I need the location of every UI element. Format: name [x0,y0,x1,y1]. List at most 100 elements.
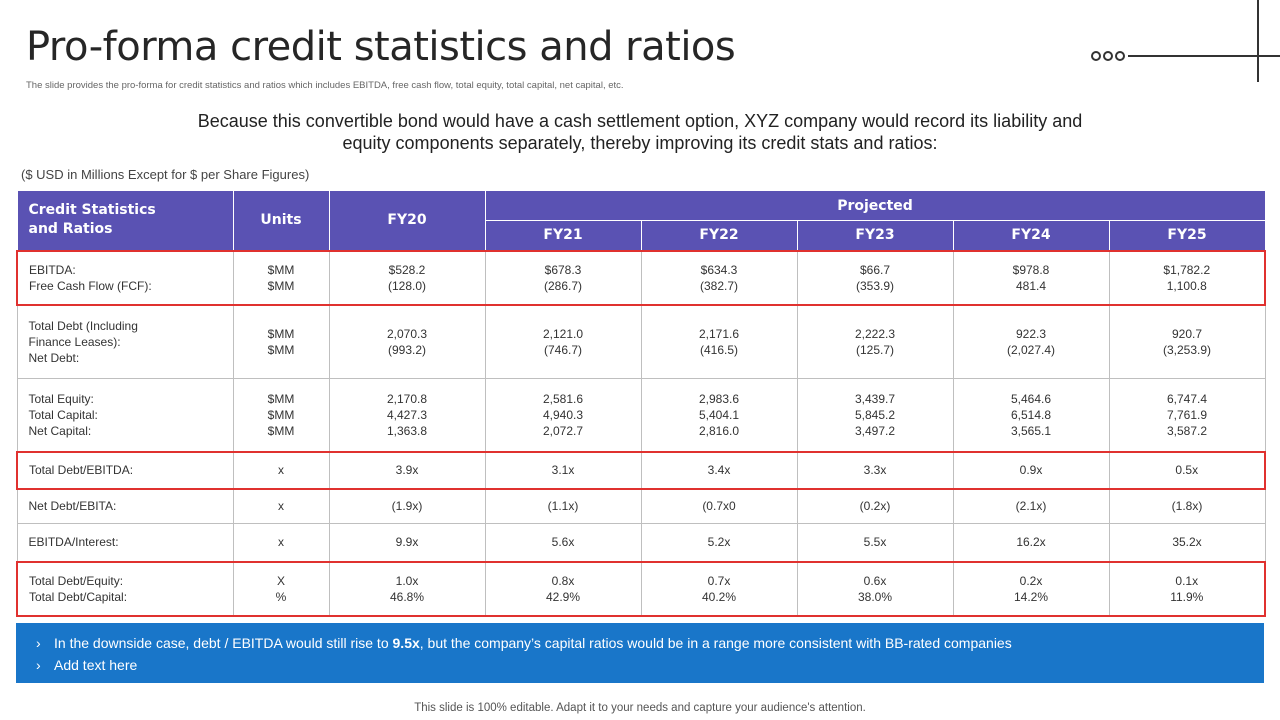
cell-line: 481.4 [1015,278,1047,293]
value-cell: 2,222.3 (125.7) [796,304,954,379]
header-year: FY22 [640,220,798,251]
value-cell: $1,782.2 1,100.8 [1108,249,1267,306]
value-cell: 3.9x [328,450,486,490]
cell-line: x [278,535,284,550]
footer-text: This slide is 100% editable. Adapt it to… [414,702,866,714]
cell-line: 2,070.3 [386,326,428,341]
table-row: Total Debt/Equity: Total Debt/Capital: X% 1… [16,560,1267,617]
value-cell: $978.8 481.4 [952,249,1110,306]
row-label: EBITDA/Interest: [16,523,234,562]
header-year: FY23 [796,220,954,251]
cell-line: 14.2% [1013,589,1049,604]
value-cell: 920.7 (3,253.9) [1108,304,1266,379]
cell-line: Total Equity: [28,391,94,406]
cell-line: 1,363.8 [386,423,428,438]
cell-line: 46.8% [389,589,425,604]
value-cell: $528.2 (128.0) [328,249,486,306]
cell-line: $MM [267,278,295,293]
cell-line: % [275,589,287,604]
value-cell: (0.2x) [796,488,954,524]
cell-line: 3.9x [395,463,419,477]
note-item: › Add text here [36,654,1264,676]
unit-note: ($ USD in Millions Except for $ per Shar… [21,167,310,182]
row-units: x [232,523,330,562]
intro-line-2: equity components separately, thereby im… [342,133,938,153]
value-cell: 1.0x 46.8% [328,560,486,617]
value-cell: 35.2x [1108,523,1266,562]
cell-line: 4,940.3 [542,407,584,422]
cell-line: $634.3 [700,262,738,277]
value-cell: 2,121.0 (746.7) [484,304,642,379]
chevron-right-icon: › [36,657,41,673]
row-units: $MM $MM [232,304,330,379]
cell-line: X [276,573,285,588]
value-cell: 0.9x [952,450,1110,490]
cell-line: 42.9% [545,589,581,604]
cell-line: 4,427.3 [386,407,428,422]
value-cell: 2,171.6 (416.5) [640,304,798,379]
cell-line: (286.7) [543,278,583,293]
cell-line: 3.4x [707,463,731,477]
cell-line: (353.9) [855,278,895,293]
cell-line: Total Debt/EBITDA: [29,463,134,477]
cell-line: 0.1x [1175,573,1199,588]
cell-line: $MM [267,342,295,357]
row-label: Total Equity: Total Capital: Net Capital: [16,378,234,452]
decorative-vertical-line [1257,0,1259,82]
cell-line: Total Debt/Equity: [29,573,124,588]
cell-line: (128.0) [387,278,427,293]
cell-line: $1,782.2 [1163,262,1211,277]
cell-line: EBITDA: [29,262,76,277]
row-label: EBITDA: Free Cash Flow (FCF): [16,249,234,306]
circle-icon [1115,51,1125,61]
header-col1-line1: Credit Statistics [28,202,156,219]
table-row: Total Equity: Total Capital: Net Capital: $… [16,378,1266,452]
cell-line: 2,816.0 [698,423,740,438]
value-cell: 3.4x [640,450,798,490]
cell-line: (746.7) [543,342,583,357]
cell-line: 0.5x [1175,463,1199,477]
value-cell: 2,581.6 4,940.3 2,072.7 [484,378,642,452]
cell-line: 3,439.7 [854,391,896,406]
cell-line: 5.6x [551,535,575,550]
header-year: FY25 [1108,220,1266,251]
table-row: Total Debt (Including Finance Leases): Net… [16,304,1266,379]
cell-line: (1.9x) [391,499,423,514]
cell-line: 0.2x [1019,573,1043,588]
cell-line: $528.2 [388,262,426,277]
cell-line: $66.7 [859,262,891,277]
value-cell: 2,170.8 4,427.3 1,363.8 [328,378,486,452]
cell-line: 11.9% [1170,589,1204,604]
cell-line: 6,514.8 [1010,407,1052,422]
credit-stats-table: Credit Statistics and Ratios Units FY20 … [16,190,1267,617]
row-label: Total Debt/Equity: Total Debt/Capital: [16,560,234,617]
cell-line: 5,404.1 [698,407,740,422]
cell-line: $MM [267,262,295,277]
value-cell: 5,464.6 6,514.8 3,565.1 [952,378,1110,452]
page-subtitle: The slide provides the pro-forma for cre… [26,80,624,91]
cell-line: (0.7x0 [702,499,736,514]
cell-line: (3,253.9) [1163,342,1212,357]
cell-line: Total Debt/Capital: [29,589,128,604]
value-cell: (0.7x0 [640,488,798,524]
header-year: FY21 [484,220,642,251]
header-col1-line2: and Ratios [28,221,113,238]
header-year: FY24 [952,220,1110,251]
value-cell: (1.1x) [484,488,642,524]
note-text-1-post: , but the company’s capital ratios would… [419,635,1012,651]
note-item: › In the downside case, debt / EBITDA wou… [36,632,1264,654]
table-row: Total Debt/EBITDA: x 3.9x 3.1x 3.4x 3.3x 0.9x 0… [16,450,1267,490]
cell-line: 2,072.7 [542,423,584,438]
value-cell: 9.9x [328,523,486,562]
cell-line: $MM [267,326,295,341]
cell-line: 5,464.6 [1010,391,1052,406]
cell-line: 5,845.2 [854,407,896,422]
cell-line: 3,587.2 [1166,423,1208,438]
page-title: Pro-forma credit statistics and ratios [26,24,736,70]
table-body: EBITDA: Free Cash Flow (FCF): $MM $MM $528.2… [16,249,1267,617]
cell-line: 920.7 [1172,326,1203,341]
row-units: X% [232,560,330,617]
cell-line: Finance Leases): [28,334,121,349]
cell-line: (416.5) [699,342,739,357]
value-cell: 3.1x [484,450,642,490]
